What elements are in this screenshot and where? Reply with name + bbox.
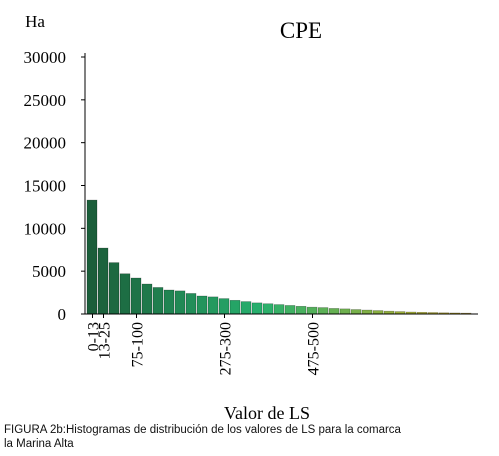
histogram-bar bbox=[328, 308, 340, 315]
histogram-bar bbox=[284, 305, 296, 315]
x-axis-label: Valor de LS bbox=[224, 403, 310, 423]
y-tick-label: 10000 bbox=[24, 219, 67, 238]
caption-line-1: FIGURA 2b:Histogramas de distribución de… bbox=[4, 424, 401, 436]
histogram-bar bbox=[273, 304, 285, 315]
y-tick-label: 20000 bbox=[24, 134, 67, 153]
y-tick-label: 25000 bbox=[24, 91, 67, 110]
caption-line-2: la Marina Alta bbox=[4, 438, 74, 450]
histogram-bar bbox=[306, 306, 318, 315]
y-axis-ticks: 0 5000 10000 15000 20000 25000 30000 bbox=[24, 48, 85, 324]
y-axis-label: Ha bbox=[25, 12, 45, 31]
figure-caption: FIGURA 2b:Histogramas de distribución de… bbox=[4, 423, 496, 451]
y-tick-label: 30000 bbox=[24, 48, 67, 67]
y-tick-label: 5000 bbox=[32, 262, 66, 281]
histogram-bar bbox=[350, 309, 362, 315]
x-tick-label: 13-25 bbox=[97, 322, 114, 359]
histogram-bar bbox=[141, 283, 153, 315]
histogram-bar bbox=[317, 307, 329, 315]
histogram-bar bbox=[108, 262, 120, 315]
y-tick-label: 15000 bbox=[24, 177, 67, 196]
histogram-bar bbox=[86, 199, 98, 315]
histogram-bar bbox=[229, 299, 241, 315]
x-tick-label: 475-500 bbox=[306, 322, 323, 375]
histogram-bar bbox=[295, 305, 307, 315]
bars-group bbox=[86, 199, 472, 315]
histogram-bar bbox=[361, 309, 373, 315]
histogram-bar bbox=[218, 298, 230, 315]
histogram-bar bbox=[372, 310, 384, 315]
x-tick-label: 75-100 bbox=[130, 322, 147, 367]
histogram-bar bbox=[339, 308, 351, 315]
histogram-bar bbox=[174, 290, 186, 315]
x-tick-label: 275-300 bbox=[218, 322, 235, 375]
histogram-bar bbox=[196, 295, 208, 315]
y-tick-label: 0 bbox=[58, 305, 67, 324]
x-tick-label: 0-13 bbox=[86, 322, 103, 351]
histogram-bar bbox=[262, 303, 274, 315]
chart-title: CPE bbox=[280, 18, 322, 43]
histogram-bar bbox=[240, 301, 252, 315]
histogram-bar bbox=[119, 273, 131, 315]
histogram-bar bbox=[185, 293, 197, 315]
histogram-bar bbox=[207, 296, 219, 315]
histogram-bar bbox=[152, 287, 164, 315]
histogram-bar bbox=[251, 302, 263, 315]
histogram-bar bbox=[130, 277, 142, 315]
histogram-bar bbox=[97, 247, 109, 315]
histogram-bar bbox=[163, 289, 175, 315]
